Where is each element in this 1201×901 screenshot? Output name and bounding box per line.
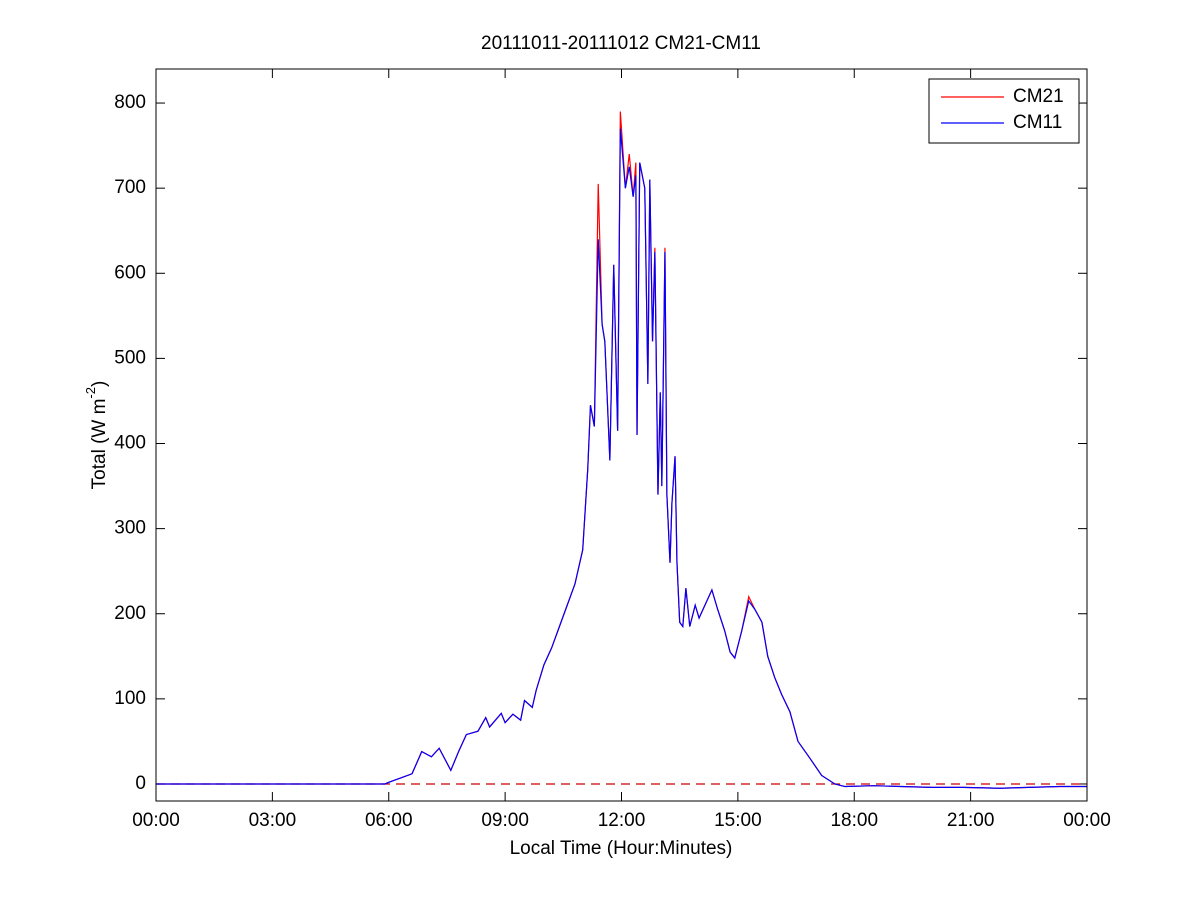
y-tick-label: 200	[114, 603, 146, 624]
y-label-text: Total (W m	[89, 399, 110, 490]
y-tick-label: 400	[114, 433, 146, 454]
y-tick-label: 0	[135, 773, 146, 794]
y-axis-label: Total (W m-2)	[83, 381, 110, 490]
x-tick-label: 06:00	[365, 810, 413, 831]
y-tick-label: 100	[114, 688, 146, 709]
x-axis-label: Local Time (Hour:Minutes)	[510, 838, 733, 859]
y-tick-label: 800	[114, 92, 146, 113]
x-tick-label: 03:00	[249, 810, 297, 831]
y-tick-label: 500	[114, 347, 146, 368]
x-tick-label: 15:00	[714, 810, 762, 831]
chart-title: 20111011-20111012 CM21-CM11	[481, 33, 761, 54]
x-tick-label: 00:00	[1063, 810, 1111, 831]
x-tick-label: 00:00	[132, 810, 180, 831]
y-tick-label: 600	[114, 262, 146, 283]
x-tick-label: 18:00	[830, 810, 878, 831]
legend-box	[928, 78, 1080, 144]
y-tick-label: 700	[114, 177, 146, 198]
x-tick-label: 09:00	[481, 810, 529, 831]
legend-label: CM21	[1013, 86, 1064, 107]
legend-label: CM11	[1013, 112, 1062, 133]
y-tick-label: 300	[114, 518, 146, 539]
x-tick-label: 12:00	[598, 810, 646, 831]
y-label-suffix: )	[89, 381, 110, 387]
x-tick-label: 21:00	[947, 810, 995, 831]
axes-box	[155, 68, 1088, 802]
series-line	[156, 128, 1087, 789]
y-label-superscript: -2	[83, 387, 98, 399]
